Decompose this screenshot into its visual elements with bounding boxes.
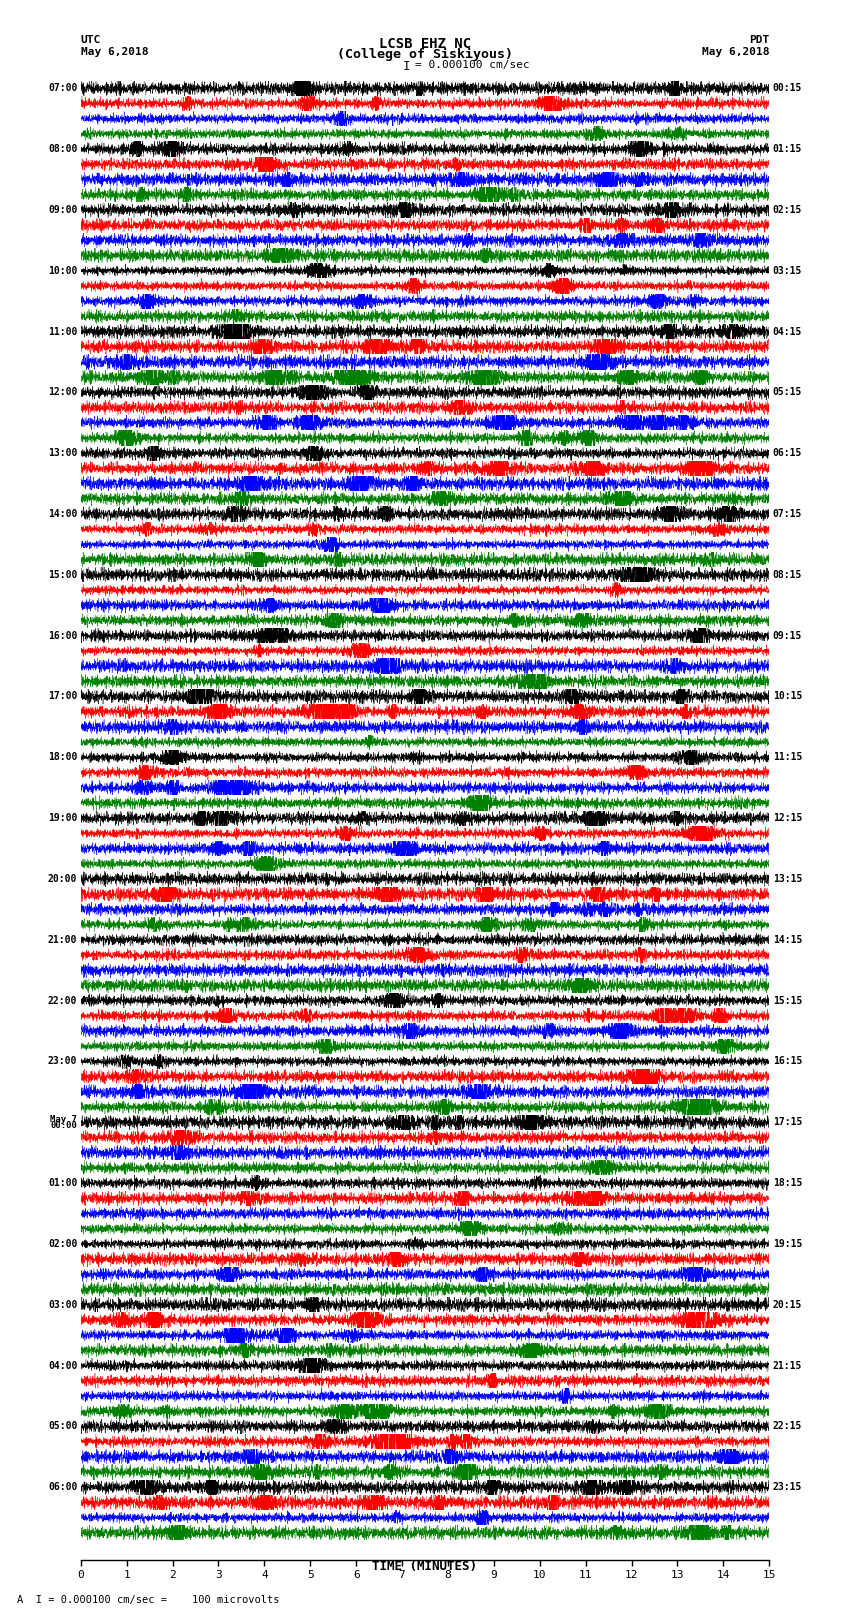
Text: 19:15: 19:15	[773, 1239, 802, 1248]
Text: 03:15: 03:15	[773, 266, 802, 276]
Text: 15:00: 15:00	[48, 569, 77, 579]
Text: 09:00: 09:00	[48, 205, 77, 215]
Text: LCSB EHZ NC: LCSB EHZ NC	[379, 37, 471, 52]
Text: 01:00: 01:00	[48, 1177, 77, 1189]
Text: 22:00: 22:00	[48, 995, 77, 1005]
Text: 18:15: 18:15	[773, 1177, 802, 1189]
Text: 12:15: 12:15	[773, 813, 802, 823]
Text: (College of Siskiyous): (College of Siskiyous)	[337, 48, 513, 61]
Text: 14:00: 14:00	[48, 510, 77, 519]
Text: 14:15: 14:15	[773, 936, 802, 945]
Text: 02:15: 02:15	[773, 205, 802, 215]
Text: 07:15: 07:15	[773, 510, 802, 519]
Text: 05:15: 05:15	[773, 387, 802, 397]
Text: 23:00: 23:00	[48, 1057, 77, 1066]
Text: 08:00: 08:00	[48, 144, 77, 155]
Text: 11:15: 11:15	[773, 752, 802, 763]
Text: 05:00: 05:00	[48, 1421, 77, 1431]
Text: 02:00: 02:00	[48, 1239, 77, 1248]
Text: 15:15: 15:15	[773, 995, 802, 1005]
Text: 21:15: 21:15	[773, 1360, 802, 1371]
Text: 04:00: 04:00	[48, 1360, 77, 1371]
Text: 23:15: 23:15	[773, 1482, 802, 1492]
Text: 06:15: 06:15	[773, 448, 802, 458]
Text: 10:15: 10:15	[773, 692, 802, 702]
Text: 11:00: 11:00	[48, 326, 77, 337]
Text: 17:15: 17:15	[773, 1118, 802, 1127]
Text: = 0.000100 cm/sec: = 0.000100 cm/sec	[415, 60, 530, 69]
Text: 20:15: 20:15	[773, 1300, 802, 1310]
Text: 19:00: 19:00	[48, 813, 77, 823]
Text: 20:00: 20:00	[48, 874, 77, 884]
Text: May 6,2018: May 6,2018	[702, 47, 769, 56]
Text: 13:15: 13:15	[773, 874, 802, 884]
Text: 21:00: 21:00	[48, 936, 77, 945]
Text: UTC: UTC	[81, 35, 101, 45]
Text: May 7: May 7	[50, 1115, 77, 1124]
Text: 07:00: 07:00	[48, 84, 77, 94]
Text: 18:00: 18:00	[48, 752, 77, 763]
Text: 09:15: 09:15	[773, 631, 802, 640]
Text: 12:00: 12:00	[48, 387, 77, 397]
Text: 06:00: 06:00	[48, 1482, 77, 1492]
Text: 08:15: 08:15	[773, 569, 802, 579]
Text: 03:00: 03:00	[48, 1300, 77, 1310]
Text: 01:15: 01:15	[773, 144, 802, 155]
Text: 17:00: 17:00	[48, 692, 77, 702]
Text: TIME (MINUTES): TIME (MINUTES)	[372, 1560, 478, 1573]
Text: 16:15: 16:15	[773, 1057, 802, 1066]
Text: PDT: PDT	[749, 35, 769, 45]
Text: 04:15: 04:15	[773, 326, 802, 337]
Text: 10:00: 10:00	[48, 266, 77, 276]
Text: 00:15: 00:15	[773, 84, 802, 94]
Text: I: I	[403, 60, 410, 73]
Text: May 6,2018: May 6,2018	[81, 47, 148, 56]
Text: A  I = 0.000100 cm/sec =    100 microvolts: A I = 0.000100 cm/sec = 100 microvolts	[17, 1595, 280, 1605]
Text: 22:15: 22:15	[773, 1421, 802, 1431]
Text: 00:00: 00:00	[50, 1121, 77, 1129]
Text: 16:00: 16:00	[48, 631, 77, 640]
Text: 13:00: 13:00	[48, 448, 77, 458]
